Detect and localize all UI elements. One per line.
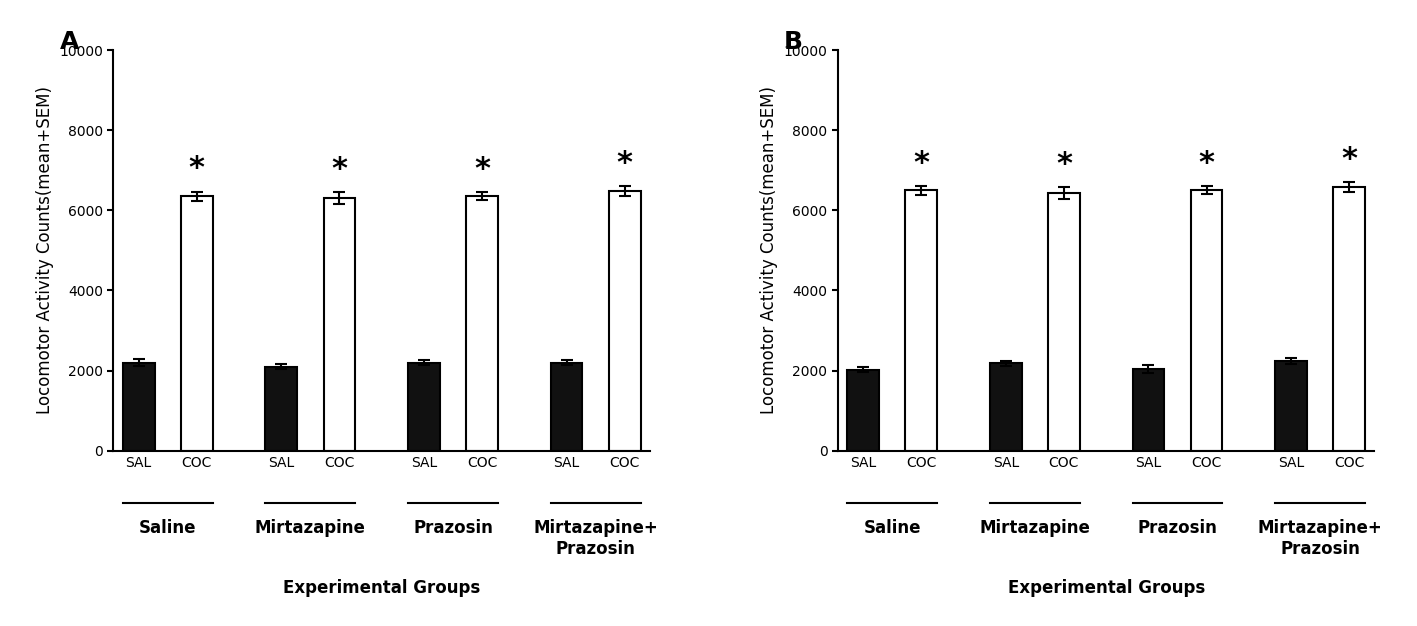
Text: Experimental Groups: Experimental Groups	[1007, 579, 1204, 597]
Text: *: *	[188, 155, 205, 183]
Text: Saline: Saline	[139, 519, 197, 537]
Text: *: *	[1056, 150, 1071, 178]
Bar	[123, 362, 154, 451]
Text: *: *	[1199, 149, 1214, 178]
Bar	[551, 362, 582, 451]
Bar	[1333, 187, 1365, 451]
Y-axis label: Locomotor Activity Counts(mean+SEM): Locomotor Activity Counts(mean+SEM)	[35, 86, 54, 414]
Text: Prazosin: Prazosin	[412, 519, 493, 537]
Bar	[847, 370, 879, 451]
Bar	[1132, 369, 1165, 451]
Bar	[990, 363, 1022, 451]
Text: Mirtazapine: Mirtazapine	[255, 519, 366, 537]
Text: Mirtazapine+
Prazosin: Mirtazapine+ Prazosin	[533, 519, 657, 558]
Bar	[905, 190, 937, 451]
Text: *: *	[1340, 145, 1357, 174]
Bar	[323, 198, 356, 451]
Text: A: A	[60, 30, 79, 54]
Text: B: B	[784, 30, 803, 54]
Text: *: *	[914, 149, 930, 178]
Y-axis label: Locomotor Activity Counts(mean+SEM): Locomotor Activity Counts(mean+SEM)	[760, 86, 778, 414]
Bar	[466, 197, 497, 451]
Bar	[181, 197, 213, 451]
Bar	[1275, 361, 1306, 451]
Text: Experimental Groups: Experimental Groups	[283, 579, 480, 597]
Bar	[1049, 193, 1080, 451]
Bar	[408, 362, 439, 451]
Text: Mirtazapine+
Prazosin: Mirtazapine+ Prazosin	[1258, 519, 1383, 558]
Text: *: *	[475, 155, 490, 184]
Text: Prazosin: Prazosin	[1138, 519, 1217, 537]
Bar	[265, 367, 298, 451]
Text: Mirtazapine: Mirtazapine	[979, 519, 1090, 537]
Bar	[1190, 190, 1223, 451]
Text: *: *	[332, 155, 347, 184]
Text: Saline: Saline	[863, 519, 921, 537]
Bar	[609, 191, 640, 451]
Text: *: *	[616, 149, 632, 178]
